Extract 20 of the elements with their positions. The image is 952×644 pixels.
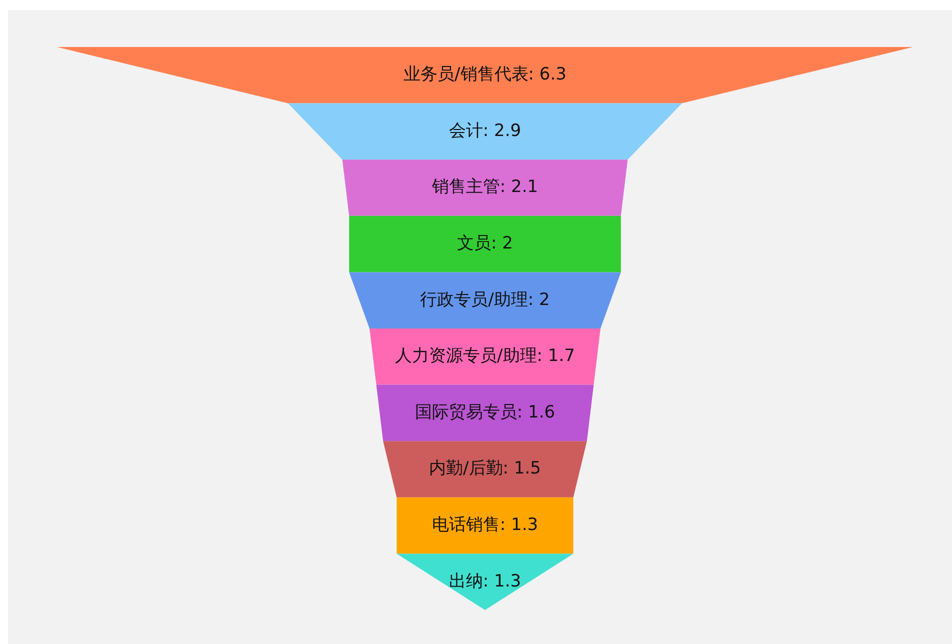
category-label: 内勤/后勤 — [429, 458, 503, 479]
data-label: : 2.9 — [482, 120, 522, 141]
category-label: 国际贸易专员 — [414, 402, 517, 422]
data-label: : 2 — [528, 290, 550, 310]
data-label: : 1.3 — [482, 571, 522, 592]
category-label: 文员 — [457, 233, 492, 254]
data-label: : 1.7 — [536, 346, 575, 366]
data-label: : 1.3 — [500, 514, 538, 535]
category-label: 业务员/销售代表 — [404, 64, 528, 85]
data-label: : 1.6 — [516, 402, 556, 422]
data-label: : 2 — [491, 233, 513, 254]
data-label: : 6.3 — [528, 64, 566, 85]
data-label: : 1.5 — [502, 458, 541, 479]
category-label: 人力资源专员/助理 — [395, 346, 537, 366]
data-label: : 2.1 — [500, 177, 538, 198]
category-label: 出纳 — [448, 571, 483, 592]
category-label: 会计 — [448, 120, 483, 141]
category-label: 销售主管 — [430, 177, 500, 198]
category-label: 行政专员/助理 — [420, 290, 528, 310]
category-label: 电话销售 — [432, 514, 500, 535]
